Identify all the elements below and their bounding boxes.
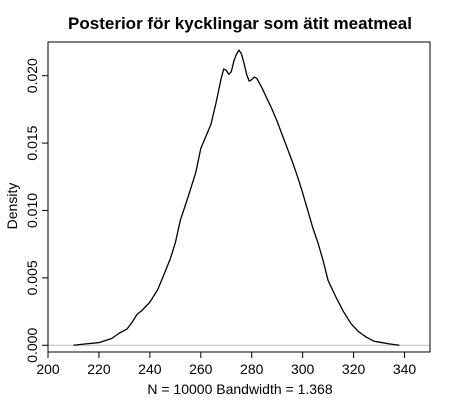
density-curve-line (73, 49, 400, 346)
plot-frame (47, 41, 431, 353)
y-axis-label: Density (4, 183, 20, 230)
x-tick-label: 340 (393, 361, 417, 377)
y-tick-label: 0.005 (24, 260, 40, 295)
x-tick-label: 260 (189, 361, 213, 377)
y-tick-label: 0.010 (24, 193, 40, 228)
x-tick-label: 320 (342, 361, 366, 377)
y-axis: 0.000 0.005 0.010 0.015 0.020 (24, 58, 48, 363)
x-tick-label: 220 (87, 361, 111, 377)
x-tick-label: 280 (240, 361, 264, 377)
x-axis: 200 220 240 260 280 300 320 340 (36, 352, 416, 377)
y-tick-label: 0.015 (24, 125, 40, 160)
y-tick-label: 0.000 (24, 328, 40, 363)
x-tick-label: 240 (138, 361, 162, 377)
x-tick-label: 300 (291, 361, 315, 377)
x-axis-label: N = 10000 Bandwidth = 1.368 (147, 381, 332, 397)
chart-title: Posterior för kycklingar som ätit meatme… (68, 14, 412, 33)
y-tick-label: 0.020 (24, 58, 40, 93)
x-tick-label: 200 (36, 361, 60, 377)
